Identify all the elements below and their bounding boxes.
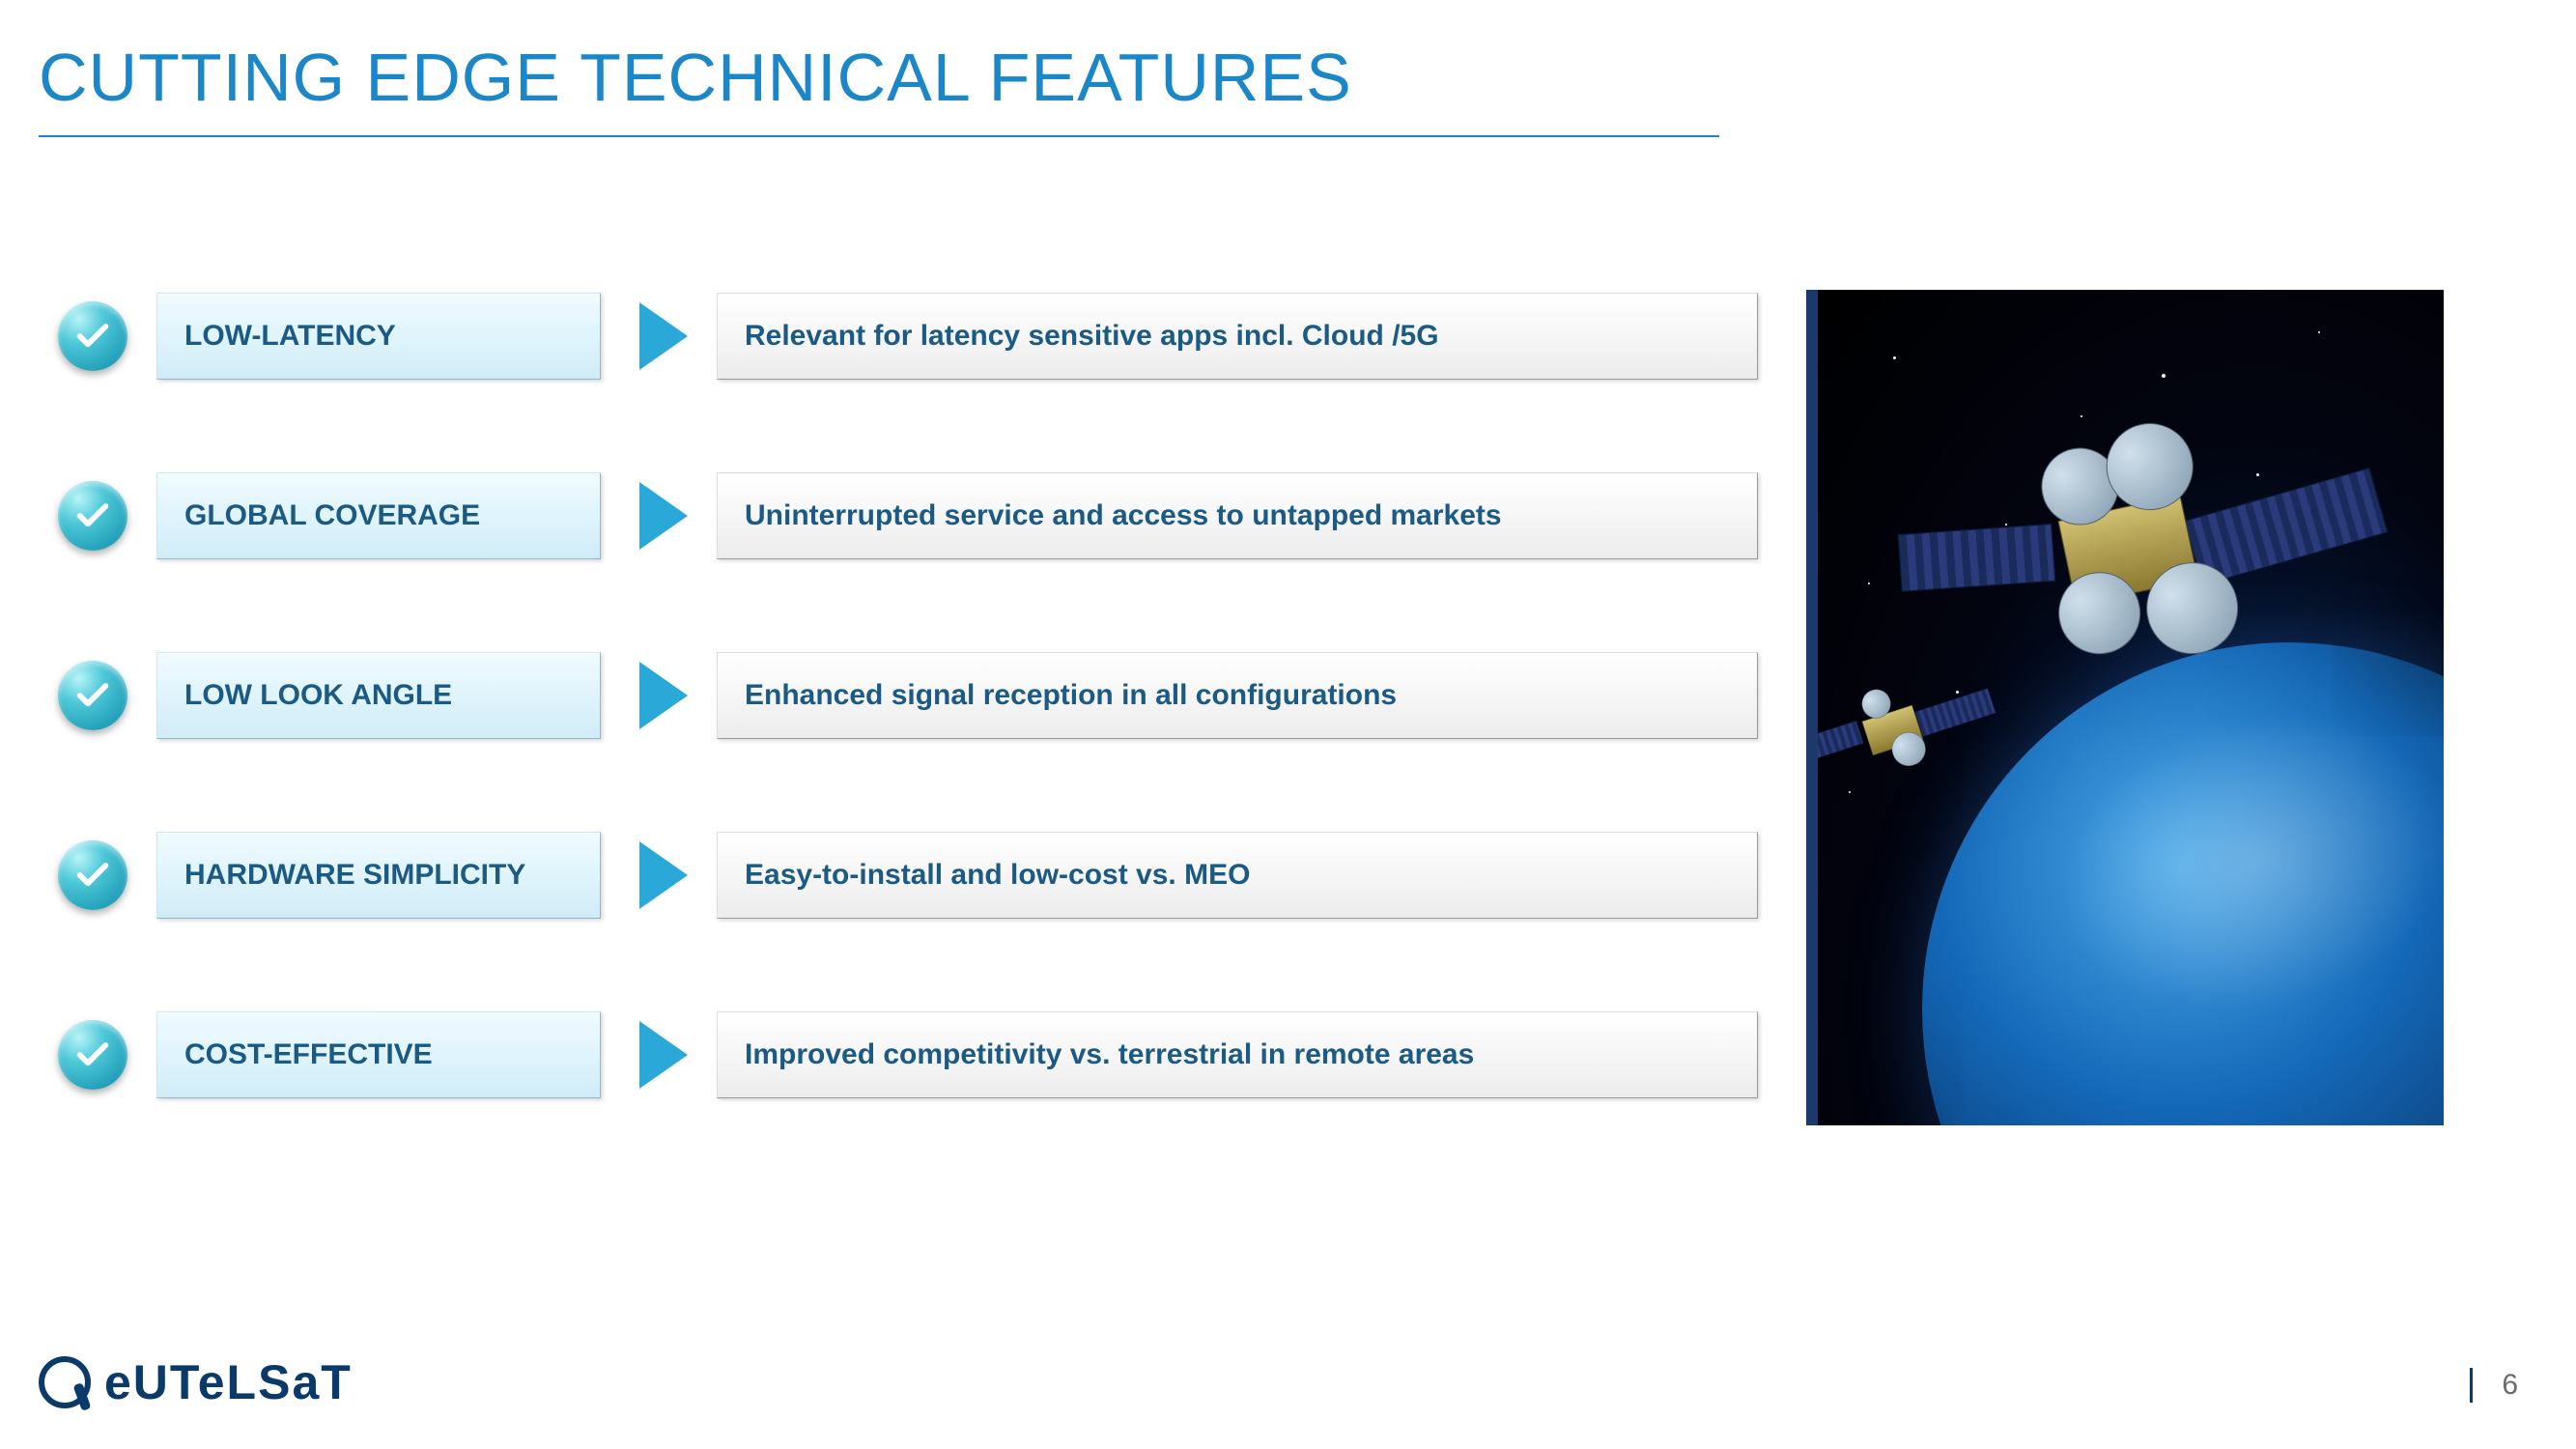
page-number: 6 — [2470, 1368, 2518, 1403]
feature-label: LOW-LATENCY — [156, 293, 601, 380]
feature-description: Enhanced signal reception in all configu… — [717, 652, 1758, 739]
feature-description: Relevant for latency sensitive apps incl… — [717, 293, 1758, 380]
feature-row: COST-EFFECTIVE Improved competitivity vs… — [58, 1009, 1758, 1101]
title-underline — [39, 135, 1719, 137]
check-icon — [58, 481, 127, 551]
feature-description: Uninterrupted service and access to unta… — [717, 472, 1758, 559]
features-list: LOW-LATENCY Relevant for latency sensiti… — [58, 290, 1758, 1188]
feature-label: HARDWARE SIMPLICITY — [156, 832, 601, 919]
feature-row: LOW-LATENCY Relevant for latency sensiti… — [58, 290, 1758, 383]
satellite-illustration — [1806, 290, 2444, 1125]
check-icon — [58, 301, 127, 371]
logo-text: eUTeLSaT — [104, 1354, 353, 1410]
feature-description: Improved competitivity vs. terrestrial i… — [717, 1011, 1758, 1098]
page-divider — [2470, 1368, 2473, 1403]
arrow-icon — [639, 1021, 688, 1089]
feature-label: LOW LOOK ANGLE — [156, 652, 601, 739]
check-icon — [58, 661, 127, 730]
logo-icon — [39, 1356, 91, 1408]
check-icon — [58, 840, 127, 910]
check-icon — [58, 1020, 127, 1090]
slide-title: CUTTING EDGE TECHNICAL FEATURES — [39, 39, 1352, 116]
page-number-value: 6 — [2502, 1369, 2518, 1402]
feature-label: COST-EFFECTIVE — [156, 1011, 601, 1098]
arrow-icon — [639, 841, 688, 909]
feature-description: Easy-to-install and low-cost vs. MEO — [717, 832, 1758, 919]
feature-row: HARDWARE SIMPLICITY Easy-to-install and … — [58, 829, 1758, 922]
company-logo: eUTeLSaT — [39, 1354, 353, 1410]
feature-row: LOW LOOK ANGLE Enhanced signal reception… — [58, 649, 1758, 742]
arrow-icon — [639, 482, 688, 550]
arrow-icon — [639, 302, 688, 370]
feature-row: GLOBAL COVERAGE Uninterrupted service an… — [58, 469, 1758, 562]
feature-label: GLOBAL COVERAGE — [156, 472, 601, 559]
arrow-icon — [639, 662, 688, 729]
